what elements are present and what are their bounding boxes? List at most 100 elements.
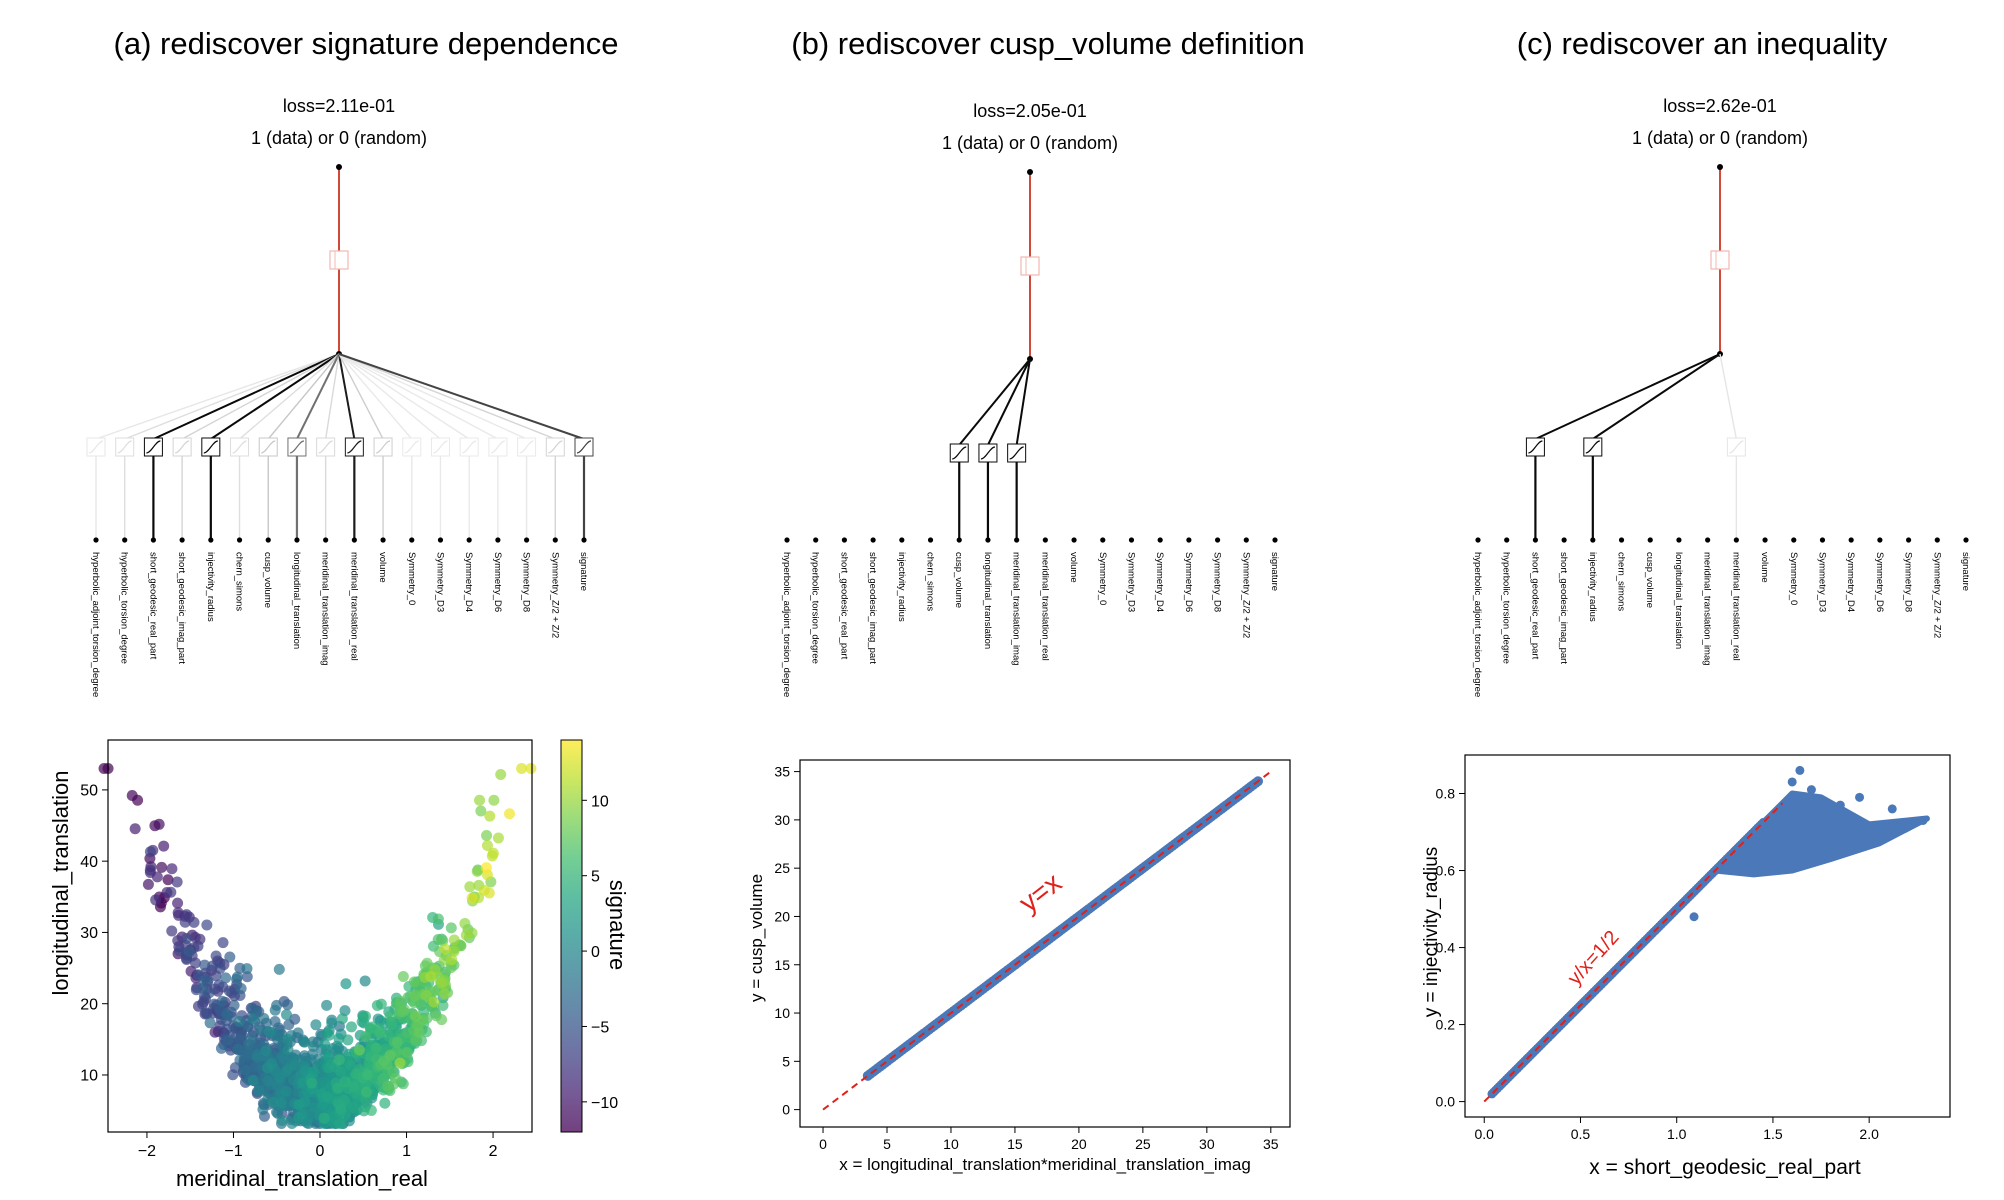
input-node — [1128, 537, 1135, 543]
kan-edge — [958, 358, 1031, 446]
data-point — [228, 999, 240, 1011]
data-point — [347, 1102, 359, 1114]
input-label: Symmetry_D6 — [1874, 552, 1885, 612]
data-point — [471, 865, 483, 877]
data-point — [410, 1010, 422, 1022]
data-point — [273, 963, 285, 975]
input-label: Symmetry_D8 — [1212, 552, 1223, 612]
data-point — [333, 1054, 345, 1066]
data-point — [360, 1086, 372, 1098]
input-node — [1100, 537, 1106, 543]
scatter-plot-c: x = short_geodesic_real_part y = injecti… — [1421, 754, 1951, 1179]
data-point — [516, 763, 528, 775]
kan-a-output-label: 1 (data) or 0 (random) — [251, 128, 427, 148]
input-node — [294, 537, 300, 543]
input-node — [1819, 537, 1826, 543]
input-label: cusp_volume — [1644, 552, 1655, 608]
kan-edge — [1592, 353, 1721, 440]
x-tick-label: 0.0 — [1475, 1126, 1495, 1142]
data-point — [301, 1117, 313, 1129]
y-tick-label: 30 — [774, 812, 790, 828]
data-point — [475, 805, 487, 817]
x-tick-label: 1 — [402, 1143, 411, 1160]
x-tick-label: 1.5 — [1763, 1126, 1783, 1142]
input-node — [351, 537, 357, 543]
input-node — [1590, 537, 1596, 543]
data-point — [459, 918, 471, 930]
input-label: longitudinal_translation — [1673, 552, 1684, 649]
input-node — [870, 537, 876, 543]
input-node — [409, 537, 415, 543]
x-tick-label: 25 — [1135, 1136, 1151, 1152]
x-tick-label: 2 — [489, 1143, 498, 1160]
kan-edge — [338, 353, 499, 440]
data-point — [390, 1072, 402, 1084]
panel-a-title: (a) rediscover signature dependence — [114, 26, 619, 61]
input-label: chern_simons — [1616, 552, 1627, 611]
data-point — [235, 1034, 247, 1046]
data-point — [173, 909, 185, 921]
input-node — [1071, 537, 1077, 543]
input-node — [552, 537, 558, 543]
input-label: Symmetry_D8 — [1903, 552, 1914, 612]
input-node — [956, 537, 962, 543]
input-node — [523, 537, 530, 543]
data-point — [437, 1000, 449, 1012]
input-label: short_geodesic_imag_part — [867, 552, 878, 664]
data-point — [158, 840, 170, 852]
input-label: cusp_volume — [953, 552, 964, 608]
input-node — [1475, 537, 1481, 543]
data-point — [1795, 765, 1805, 775]
data-point — [263, 1026, 275, 1038]
y-tick-label: 10 — [80, 1068, 98, 1085]
y-tick-label: 25 — [774, 860, 790, 876]
y-tick-label: 0.4 — [1436, 940, 1456, 956]
input-node — [93, 537, 99, 543]
data-point — [293, 1112, 305, 1124]
input-node — [495, 537, 501, 543]
input-label: hyperbolic_torsion_degree — [119, 552, 130, 664]
kan-c-loss: loss=2.62e-01 — [1663, 96, 1777, 116]
kan-diagram-a: loss=2.11e-01 1 (data) or 0 (random) hyp… — [86, 96, 594, 697]
input-node — [1504, 537, 1510, 543]
data-point — [481, 839, 493, 851]
input-label: chern_simons — [925, 552, 936, 611]
output-activation-box — [1020, 256, 1040, 276]
y-tick-label: 0.8 — [1436, 786, 1456, 802]
data-point — [282, 999, 294, 1011]
data-point — [382, 1080, 394, 1092]
output-node — [1027, 169, 1033, 175]
data-point — [364, 1022, 376, 1034]
data-point — [345, 1059, 357, 1071]
kan-edge — [210, 353, 340, 440]
input-label: Symmetry_0 — [1097, 552, 1108, 605]
data-point — [280, 1086, 292, 1098]
activation-curve — [1585, 440, 1600, 454]
activation-curve — [261, 440, 276, 454]
data-point — [227, 1069, 239, 1081]
fit-line-label-c: y/x=1/2 — [1564, 926, 1624, 989]
kan-edge — [181, 353, 340, 440]
data-point — [359, 1031, 371, 1043]
data-point — [189, 931, 201, 943]
data-point — [413, 1027, 425, 1039]
data-point — [278, 1052, 290, 1064]
x-tick-label: 20 — [1071, 1136, 1087, 1152]
plot-c-xlabel: x = short_geodesic_real_part — [1589, 1156, 1861, 1179]
activation-curve — [1729, 440, 1744, 454]
input-label: meridinal_translation_real — [1039, 552, 1050, 661]
plot-frame — [799, 759, 1291, 1128]
data-point — [425, 971, 437, 983]
data-point — [262, 1075, 274, 1087]
kan-b-loss: loss=2.05e-01 — [973, 101, 1087, 121]
data-point — [162, 874, 174, 886]
data-point — [204, 1017, 216, 1029]
kan-edge — [338, 353, 470, 440]
input-label: Symmetry_D4 — [463, 552, 474, 612]
input-node — [1877, 537, 1883, 543]
activation-curve — [375, 440, 391, 454]
data-point — [333, 1033, 345, 1045]
input-label: short_geodesic_real_part — [838, 552, 849, 660]
input-label: volume — [1759, 552, 1770, 583]
